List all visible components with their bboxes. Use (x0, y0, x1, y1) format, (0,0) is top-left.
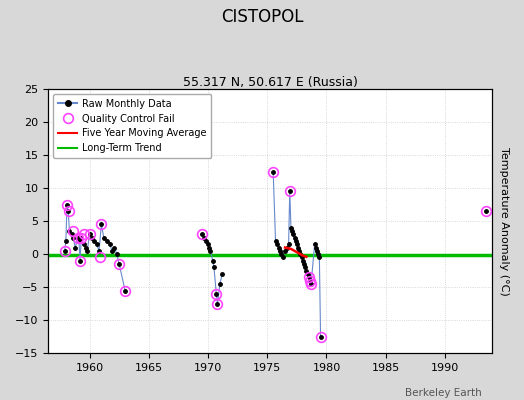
Text: CISTOPOL: CISTOPOL (221, 8, 303, 26)
Legend: Raw Monthly Data, Quality Control Fail, Five Year Moving Average, Long-Term Tren: Raw Monthly Data, Quality Control Fail, … (53, 94, 212, 158)
Title: 55.317 N, 50.617 E (Russia): 55.317 N, 50.617 E (Russia) (183, 76, 358, 89)
Text: Berkeley Earth: Berkeley Earth (406, 388, 482, 398)
Y-axis label: Temperature Anomaly (°C): Temperature Anomaly (°C) (499, 147, 509, 296)
